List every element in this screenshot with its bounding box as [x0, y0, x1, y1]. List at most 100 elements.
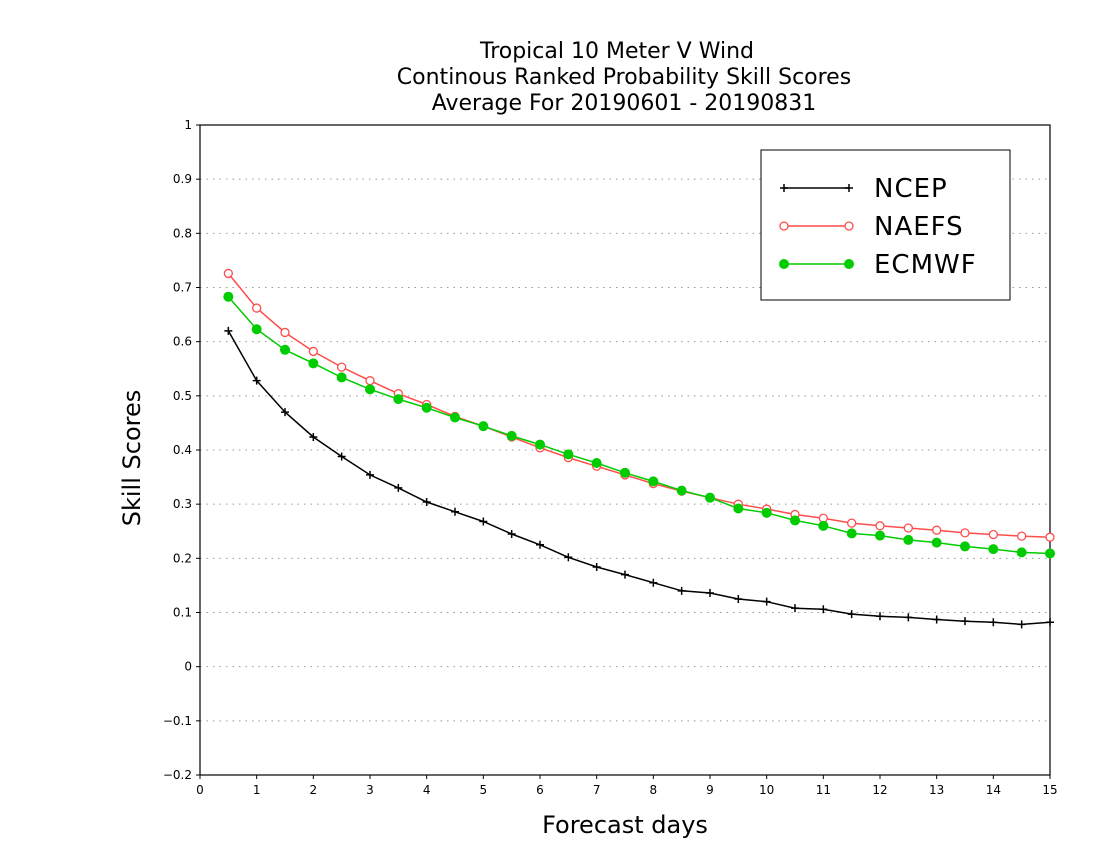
data-point — [1046, 618, 1054, 627]
data-point — [988, 529, 998, 540]
data-point — [1017, 531, 1027, 541]
y-tick-label: 0.7 — [173, 281, 192, 295]
legend-marker — [845, 184, 853, 192]
data-point — [564, 553, 573, 562]
y-tick-label: 0 — [184, 660, 192, 674]
y-tick-label: 0.4 — [173, 443, 192, 457]
data-point — [1017, 620, 1026, 629]
chart-legend: NCEP NAEFS ECMWF — [760, 149, 1011, 301]
legend-label: ECMWF — [874, 250, 977, 280]
legend-marker — [780, 184, 788, 192]
legend-box — [760, 149, 1011, 301]
data-point — [393, 394, 404, 405]
data-point — [507, 529, 516, 538]
y-axis: 1 0.9 0.8 0.7 0.6 0.5 0.4 0.3 0.2 0.1 0 −0.1 −0.2 — [163, 118, 200, 782]
legend-marker — [844, 221, 854, 231]
data-point — [536, 540, 544, 549]
legend-entry-ecmwf: ECMWF — [779, 250, 977, 280]
data-point — [648, 476, 659, 487]
chart-title-line-1: Tropical 10 Meter V Wind — [479, 39, 754, 64]
series-ecmwf — [223, 291, 1055, 559]
data-point — [847, 610, 856, 619]
x-tick-label: 1 — [253, 783, 261, 797]
data-point — [365, 384, 375, 395]
x-tick-label: 6 — [536, 783, 544, 797]
y-tick-label: 0.8 — [173, 226, 192, 240]
data-point — [931, 537, 942, 548]
legend-label: NAEFS — [874, 212, 964, 242]
data-point — [677, 586, 686, 595]
data-point — [903, 534, 914, 545]
x-tick-label: 13 — [929, 783, 944, 797]
x-tick-label: 2 — [310, 783, 318, 797]
x-tick-label: 0 — [196, 783, 204, 797]
data-point — [875, 521, 885, 531]
x-tick-label: 3 — [366, 783, 374, 797]
data-point — [734, 594, 743, 603]
data-point — [818, 520, 829, 531]
data-point — [846, 528, 857, 539]
data-point — [450, 412, 460, 423]
data-point — [676, 485, 687, 496]
data-point — [904, 613, 913, 622]
data-point — [365, 376, 375, 386]
data-point — [819, 605, 828, 614]
x-tick-label: 7 — [593, 783, 601, 797]
chart-title: Tropical 10 Meter V Wind Continous Ranke… — [397, 39, 851, 116]
data-point — [961, 617, 969, 626]
x-tick-label: 9 — [706, 783, 714, 797]
data-point — [280, 327, 290, 338]
data-point — [280, 344, 290, 355]
legend-marker — [779, 221, 789, 231]
data-point — [989, 618, 998, 627]
chart-title-line-3: Average For 20190601 - 20190831 — [432, 91, 817, 116]
data-point — [563, 449, 574, 460]
legend-entry-naefs: NAEFS — [779, 212, 964, 242]
data-point — [1045, 548, 1055, 559]
data-point — [988, 544, 999, 555]
x-tick-label: 8 — [650, 783, 658, 797]
x-tick-label: 4 — [423, 783, 431, 797]
y-tick-label: 0.9 — [173, 172, 192, 186]
data-point — [903, 523, 913, 533]
series-ncep — [224, 326, 1054, 629]
y-tick-label: 0.5 — [173, 389, 192, 403]
data-point — [960, 528, 970, 538]
data-point — [451, 507, 459, 516]
data-point — [337, 362, 347, 372]
data-point — [762, 597, 771, 606]
y-tick-label: 0.3 — [173, 497, 192, 511]
data-point — [960, 541, 970, 552]
data-point — [1016, 547, 1027, 558]
y-tick-label: 0.1 — [173, 606, 192, 620]
y-tick-label: −0.1 — [163, 714, 192, 728]
data-point — [535, 439, 545, 450]
y-axis-title: Skill Scores — [118, 390, 146, 527]
legend-label: NCEP — [874, 174, 948, 204]
data-point — [422, 498, 431, 506]
data-point — [791, 604, 799, 613]
data-point — [705, 492, 715, 503]
data-point — [337, 452, 346, 461]
series-line — [227, 272, 1051, 538]
data-point — [252, 376, 261, 385]
data-point — [223, 268, 233, 279]
y-tick-label: −0.2 — [163, 768, 192, 782]
data-point — [847, 518, 857, 528]
x-tick-label: 14 — [986, 783, 1001, 797]
data-point — [336, 372, 347, 383]
x-tick-label: 5 — [480, 783, 488, 797]
chart-title-line-2: Continous Ranked Probability Skill Score… — [397, 65, 851, 90]
y-tick-label: 0.2 — [173, 551, 192, 565]
legend-marker — [779, 259, 789, 269]
data-point — [366, 470, 374, 479]
data-point — [281, 408, 289, 417]
data-point — [761, 507, 772, 518]
data-point — [591, 458, 602, 468]
data-point — [1045, 532, 1055, 542]
data-point — [706, 589, 714, 597]
data-point — [251, 324, 262, 335]
data-point — [394, 483, 403, 492]
data-point — [309, 433, 318, 441]
